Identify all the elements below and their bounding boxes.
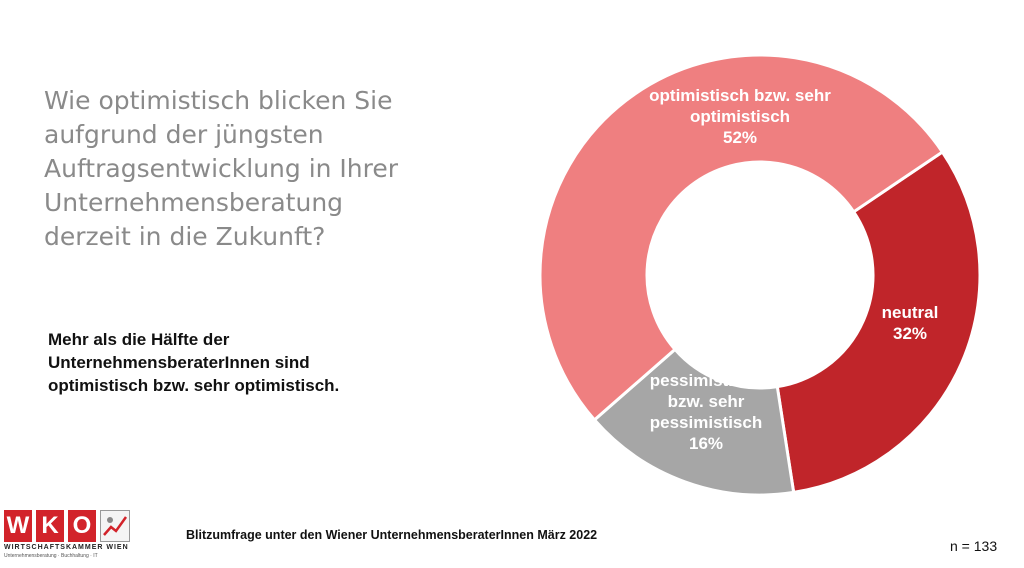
logo-letter: K: [36, 510, 64, 542]
donut-slice: [538, 53, 945, 423]
logo-letter: O: [68, 510, 96, 542]
slice-label: optimistisch bzw. sehr optimistisch 52%: [649, 86, 831, 147]
summary-line: UnternehmensberaterInnen sind: [48, 353, 310, 372]
slice-value-label: 52%: [723, 128, 757, 147]
slice-value-label: 16%: [689, 434, 723, 453]
question-line: aufgrund der jüngsten: [44, 120, 324, 149]
donut-slice: [775, 149, 982, 495]
sample-size: n = 133: [950, 538, 998, 554]
summary-text: Mehr als die Hälfte der Unternehmensbera…: [48, 328, 468, 397]
slice-label: neutral 32%: [882, 303, 939, 343]
slice-label-line: optimistisch: [690, 107, 790, 126]
slice-label: pessimistisch bzw. sehr pessimistisch 16%: [650, 371, 762, 453]
logo-department: Unternehmensberatung · Buchhaltung · IT: [4, 553, 98, 559]
wko-logo: W K O WIRTSCHAFTSKAMMER WIEN Unternehmen…: [4, 510, 154, 560]
slice-label-line: pessimistisch: [650, 413, 762, 432]
slice-label-line: neutral: [882, 303, 939, 322]
logo-org-name: WIRTSCHAFTSKAMMER WIEN: [4, 544, 129, 551]
question-line: Wie optimistisch blicken Sie: [44, 86, 393, 115]
donut-slice: [592, 347, 796, 497]
slice-label-line: bzw. sehr: [668, 392, 745, 411]
slice-label-line: pessimistisch: [650, 371, 762, 390]
question-line: Auftragsentwicklung in Ihrer: [44, 154, 399, 183]
slice-value-label: 32%: [893, 324, 927, 343]
summary-line: optimistisch bzw. sehr optimistisch.: [48, 376, 340, 395]
logo-chart-icon: [100, 510, 130, 542]
summary-line: Mehr als die Hälfte der: [48, 330, 230, 349]
question-line: derzeit in die Zukunft?: [44, 222, 326, 251]
source-note: Blitzumfrage unter den Wiener Unternehme…: [186, 528, 598, 542]
slice-label-line: optimistisch bzw. sehr: [649, 86, 831, 105]
logo-letter: W: [4, 510, 32, 542]
question-line: Unternehmensberatung: [44, 188, 344, 217]
question-title: Wie optimistisch blicken Sie aufgrund de…: [44, 84, 464, 254]
